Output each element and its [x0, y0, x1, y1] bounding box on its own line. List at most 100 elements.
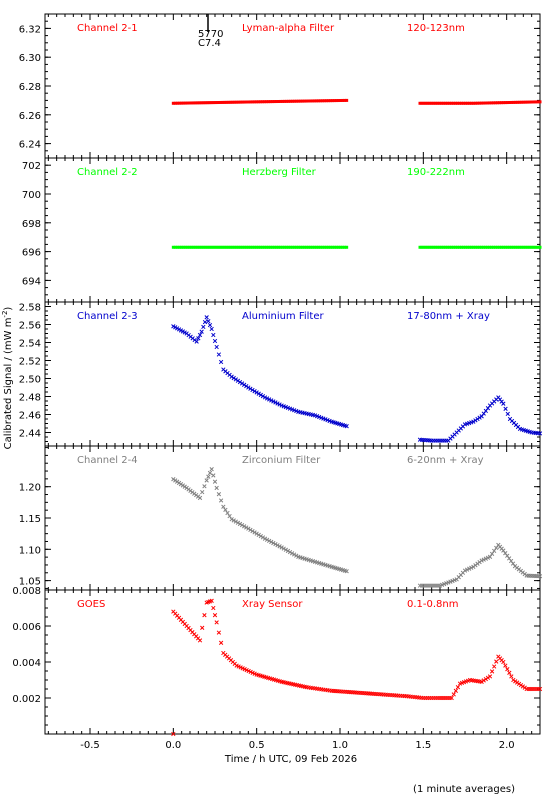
data-point: [256, 391, 261, 396]
data-point: [216, 492, 222, 497]
data-point: [481, 678, 486, 683]
panel-band-label: 0.1-0.8nm: [407, 599, 459, 610]
x-tick-label: 0.5: [249, 740, 265, 751]
data-point: [231, 375, 236, 381]
panel-channel-label: Channel 2-4: [77, 455, 138, 466]
data-point: [233, 519, 238, 524]
x-tick-label: -0.5: [80, 740, 100, 751]
data-point: [277, 544, 282, 549]
data-point: [537, 431, 543, 436]
y-tick-label: 696: [22, 248, 41, 259]
y-tick-label: 2.52: [19, 357, 41, 368]
data-point: [214, 344, 219, 350]
data-point: [204, 478, 209, 483]
panel-channel-label: Channel 2-2: [77, 167, 138, 178]
y-axis-label: Calibrated Signal / (mW m-2): [1, 307, 14, 450]
data-point: [292, 552, 297, 557]
data-point: [229, 374, 234, 379]
y-tick-label: 694: [22, 276, 41, 287]
y-tick-label: 702: [22, 161, 41, 172]
data-point: [494, 545, 499, 551]
panel-band-label: 17-80nm + Xray: [407, 311, 490, 322]
data-point: [267, 538, 272, 544]
data-point: [244, 525, 249, 530]
y-tick-label: 0.002: [12, 694, 41, 705]
panel-frame: [44, 589, 541, 735]
data-point: [212, 338, 218, 344]
data-point: [211, 473, 216, 478]
data-point: [492, 664, 497, 669]
data-point: [451, 692, 456, 697]
panel-frame: [44, 13, 541, 159]
data-point: [250, 387, 255, 393]
panel-4: 1.05 1.10 1.15 1.20 Channel 2-4 Zirconium Fil…: [19, 445, 543, 591]
data-point: [207, 470, 213, 476]
data-point: [216, 352, 222, 357]
panel-channel-label: Channel 2-3: [77, 311, 138, 322]
data-point: [492, 548, 497, 554]
data-point: [200, 625, 205, 630]
data-point: [209, 598, 214, 603]
data-point: [197, 332, 203, 338]
data-point: [505, 411, 510, 417]
y-tick-label: 698: [22, 219, 41, 230]
data-point: [477, 415, 482, 420]
y-tick-label: 2.44: [19, 429, 41, 440]
data-point: [214, 620, 219, 625]
y-tick-label: 0.006: [12, 622, 41, 633]
data-point: [197, 495, 203, 501]
data-point: [483, 676, 488, 682]
data-point: [487, 554, 493, 559]
data-point: [231, 518, 236, 523]
data-point: [202, 613, 207, 618]
x-tick-label: 0.0: [165, 740, 181, 751]
data-point: [207, 322, 213, 328]
data-point: [242, 524, 247, 529]
panel-filter-label: Aluminium Filter: [242, 311, 325, 322]
data-point: [489, 669, 495, 674]
y-tick-label: 2.50: [19, 375, 41, 386]
data-point: [275, 543, 280, 548]
panel-filter-label: Herzberg Filter: [242, 167, 317, 178]
y-tick-label: 1.20: [19, 483, 41, 494]
flare-marker-label-class: C7.4: [198, 38, 221, 49]
data-point: [200, 489, 205, 495]
y-tick-label: 700: [22, 190, 41, 201]
y-tick-label: 2.46: [19, 411, 41, 422]
panel-band-label: 120-123nm: [407, 23, 465, 34]
y-tick-label: 6.28: [19, 82, 41, 93]
data-point: [242, 382, 247, 387]
data-point: [487, 674, 493, 679]
data-point: [212, 613, 218, 618]
data-point: [197, 638, 203, 643]
data-point: [237, 379, 243, 385]
data-point: [453, 688, 458, 693]
data-point: [258, 392, 263, 398]
data-point: [503, 406, 508, 411]
data-point: [252, 389, 257, 394]
data-point: [209, 467, 214, 472]
x-axis-label: Time / h UTC, 09 Feb 2026: [224, 754, 357, 765]
y-tick-label: 6.30: [19, 53, 41, 64]
data-point: [285, 548, 291, 554]
y-axis-label-superscript: -2: [1, 311, 9, 318]
panel-band-label: 190-222nm: [407, 167, 465, 178]
x-tick-label: 1.5: [415, 740, 431, 751]
data-point: [199, 329, 204, 334]
data-point: [494, 659, 499, 664]
data-point: [537, 686, 543, 692]
data-point: [479, 679, 484, 684]
data-point: [501, 401, 506, 406]
data-point: [279, 545, 284, 550]
data-point: [196, 336, 201, 341]
footnote: (1 minute averages): [413, 784, 515, 795]
data-point: [221, 504, 226, 509]
data-point: [271, 540, 276, 546]
data-point: [505, 667, 510, 672]
y-tick-label: 2.54: [19, 339, 41, 350]
data-point: [212, 479, 218, 484]
flare-marker-label-number: 5770: [198, 29, 223, 40]
panel-5: 0.002 0.004 0.006 0.008 GOES Xray Sensor 0.1-0…: [12, 586, 543, 737]
data-point: [507, 670, 512, 675]
data-point: [225, 510, 230, 516]
